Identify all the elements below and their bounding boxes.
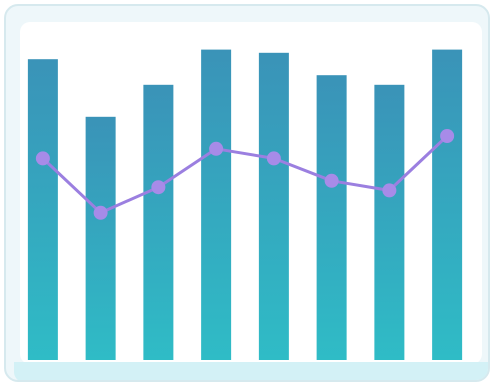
line-point-4: [209, 141, 224, 156]
bar-7: [374, 84, 405, 361]
series-line: [41, 134, 449, 215]
line-point-5: [266, 151, 281, 166]
bar-3: [143, 84, 174, 361]
line-point-1: [35, 151, 50, 166]
bar-5: [258, 52, 289, 361]
bar-4: [201, 49, 232, 360]
bar-6: [316, 75, 347, 360]
line-point-6: [324, 173, 339, 188]
bar-2: [85, 116, 116, 360]
bar-8: [432, 49, 463, 360]
baseline-strip: [14, 362, 488, 380]
line-point-3: [151, 180, 166, 195]
line-point-7: [382, 183, 397, 198]
bar-1: [27, 59, 58, 360]
line-point-2: [93, 205, 108, 220]
line-point-8: [440, 129, 455, 143]
